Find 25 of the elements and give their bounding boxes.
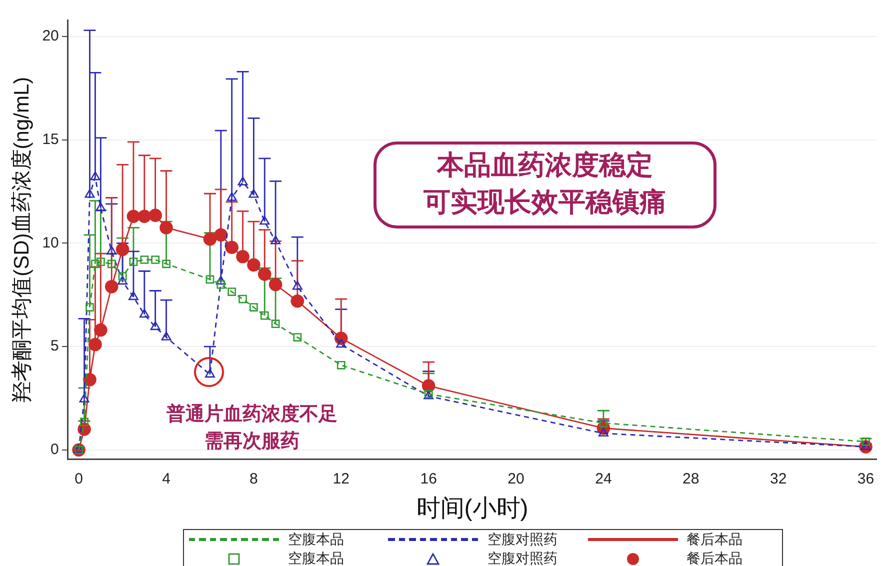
legend-label: 空腹本品 [288,530,344,548]
x-tick-label: 32 [770,470,787,488]
y-tick-label: 0 [50,441,59,458]
text: 餐后本品 [686,550,743,566]
y-tick-label: 10 [42,234,59,252]
x-tick-label: 24 [595,470,612,488]
x-tick-label: 4 [162,470,170,488]
x-tick-label: 12 [332,470,350,488]
text: 空腹本品 [288,550,344,566]
y-tick-label: 15 [42,131,59,148]
x-tick-label: 8 [250,470,258,488]
legend-label: 餐后本品 [686,530,743,548]
x-tick-label: 36 [857,470,874,488]
annotation: 本品血药浓度稳定可实现长效平稳镇痛 [422,150,666,218]
legend-label: 空腹对照药 [487,530,558,548]
x-tick-label: 20 [508,470,524,488]
annotation: 普通片血药浓度不足需再次服药 [166,402,338,452]
x-tick-label: 28 [682,470,700,488]
text: 空腹对照药 [487,550,558,566]
y-tick-label: 5 [50,338,59,355]
x-tick-label: 16 [420,470,437,488]
y-axis-title: 羟考酮平均值(SD)血药浓度(ng/mL) [10,76,34,402]
x-axis-title: 时间(小时) [416,495,528,522]
x-tick-label: 0 [74,470,83,488]
y-tick-label: 20 [42,28,59,45]
